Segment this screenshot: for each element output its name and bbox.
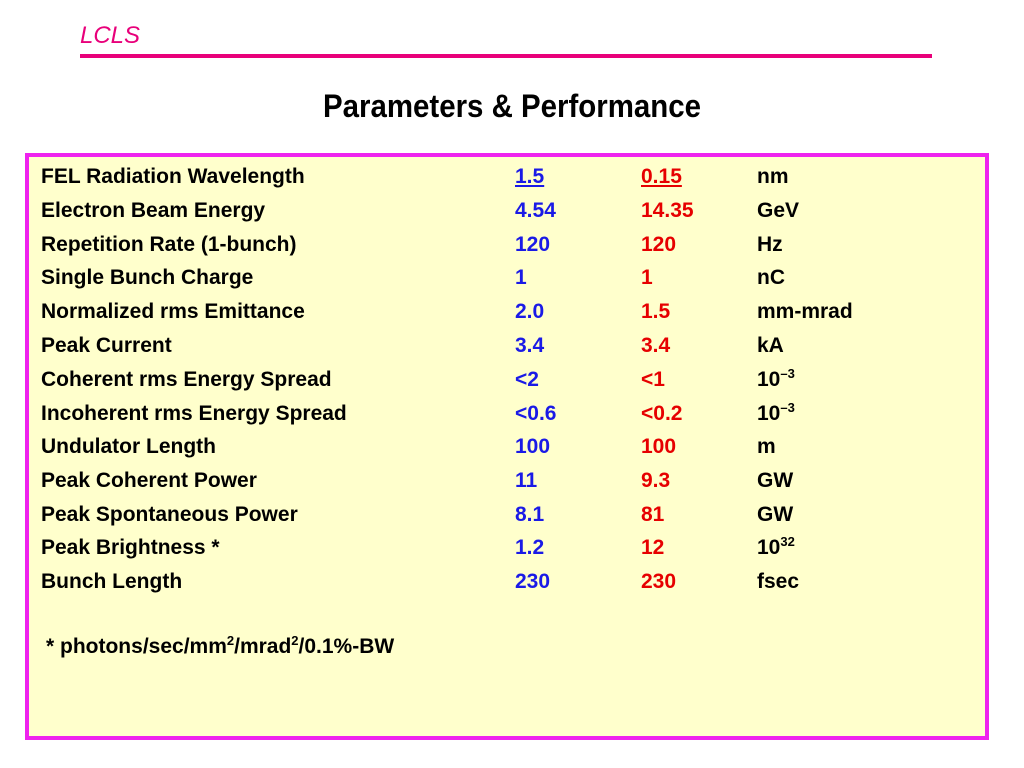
param-name: Incoherent rms Energy Spread (41, 402, 347, 425)
unit: GW (757, 469, 794, 492)
unit: GeV (757, 199, 800, 222)
unit: mm-mrad (757, 300, 853, 323)
param-name: Electron Beam Energy (41, 199, 266, 222)
unit-exponent: 32 (780, 534, 795, 549)
value-column-1: 1 (515, 266, 527, 289)
value-column-1: 11 (515, 469, 538, 492)
param-name: Bunch Length (41, 570, 183, 593)
value-column-1: <2 (515, 368, 539, 391)
value-column-2: 0.15 (641, 165, 682, 188)
value-column-1: 1.5 (515, 165, 545, 188)
unit-exponent: –3 (780, 400, 795, 415)
unit: 10–3 (757, 366, 795, 391)
page-title: Parameters & Performance (322, 88, 702, 124)
param-name: Single Bunch Charge (41, 266, 254, 289)
unit: fsec (757, 570, 800, 593)
value-column-2: 81 (641, 503, 665, 526)
value-column-2: 1.5 (641, 300, 671, 323)
param-name: FEL Radiation Wavelength (41, 165, 305, 188)
unit: GW (757, 503, 794, 526)
param-name: Peak Current (41, 334, 172, 357)
value-column-1: 8.1 (515, 503, 545, 526)
param-name: Repetition Rate (1-bunch) (41, 233, 297, 256)
footnote: * photons/sec/mm2/mrad2/0.1%-BW (46, 633, 395, 658)
value-column-2: <0.2 (641, 402, 683, 425)
value-column-2: 3.4 (641, 334, 671, 357)
value-column-1: 120 (515, 233, 551, 256)
unit: m (757, 435, 776, 458)
unit: Hz (757, 233, 783, 256)
value-column-2: 12 (641, 536, 665, 559)
value-column-2: 100 (641, 435, 677, 458)
unit: 1032 (757, 534, 795, 559)
value-column-1: 3.4 (515, 334, 545, 357)
param-name: Undulator Length (41, 435, 216, 458)
value-column-1: <0.6 (515, 402, 557, 425)
param-name: Peak Brightness * (41, 536, 220, 559)
value-column-1: 230 (515, 570, 551, 593)
unit: nm (757, 165, 789, 188)
value-column-1: 1.2 (515, 536, 545, 559)
value-column-2: <1 (641, 368, 665, 391)
logo-text: LCLS (80, 22, 141, 49)
param-name: Normalized rms Emittance (41, 300, 305, 323)
value-column-2: 120 (641, 233, 677, 256)
unit: 10–3 (757, 400, 795, 425)
unit: nC (757, 266, 785, 289)
value-column-2: 1 (641, 266, 653, 289)
header-rule (80, 54, 932, 58)
value-column-2: 14.35 (641, 199, 694, 222)
parameters-panel: FEL Radiation Wavelength 1.5 0.15 nm Ele… (25, 153, 989, 740)
value-column-2: 9.3 (641, 469, 671, 492)
param-name: Coherent rms Energy Spread (41, 368, 332, 391)
unit: kA (757, 334, 784, 357)
value-column-2: 230 (641, 570, 677, 593)
unit-exponent: –3 (780, 366, 795, 381)
value-column-1: 4.54 (515, 199, 556, 222)
value-column-1: 2.0 (515, 300, 545, 323)
value-column-1: 100 (515, 435, 551, 458)
param-name: Peak Spontaneous Power (41, 503, 298, 526)
param-name: Peak Coherent Power (41, 469, 257, 492)
